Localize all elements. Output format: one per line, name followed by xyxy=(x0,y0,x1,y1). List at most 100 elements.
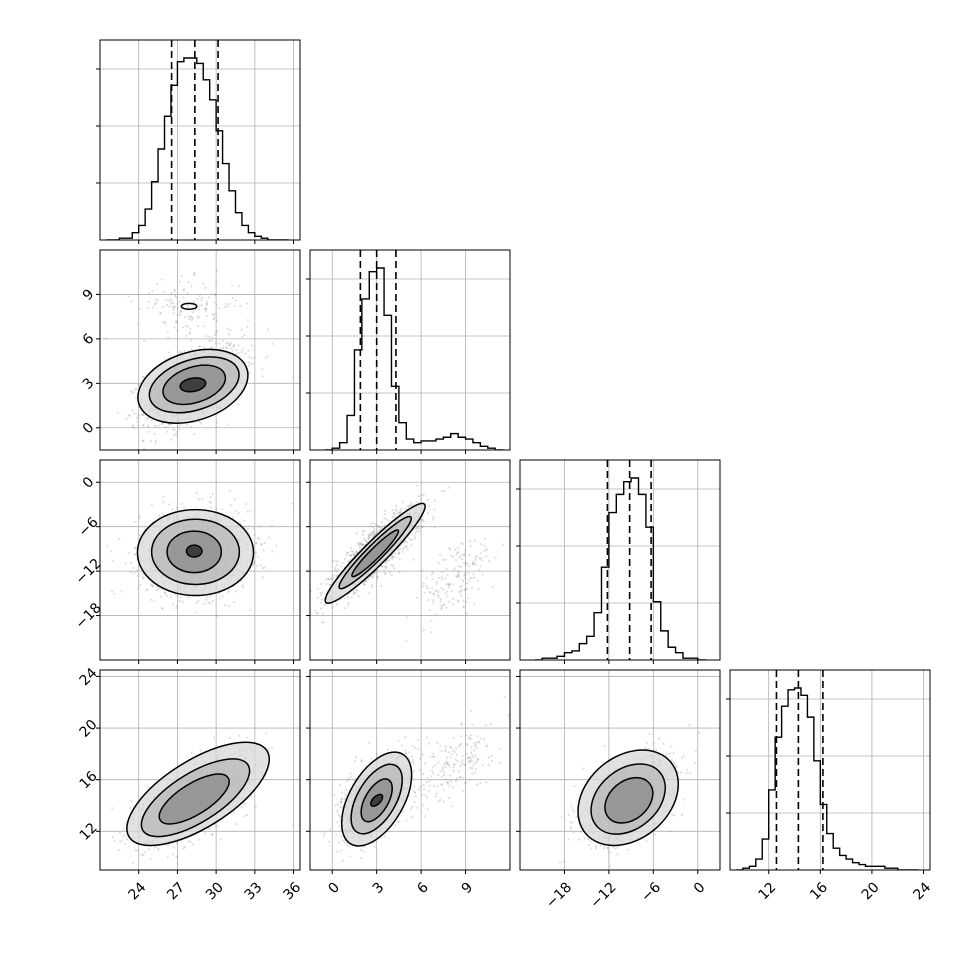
sample-point xyxy=(172,434,176,437)
sample-point xyxy=(479,557,483,560)
sample-point xyxy=(238,284,241,287)
sample-point xyxy=(417,524,421,528)
sample-point xyxy=(415,596,419,599)
sample-point xyxy=(420,525,423,528)
sample-point xyxy=(228,604,231,608)
sample-point xyxy=(251,362,254,365)
sample-point xyxy=(211,336,214,339)
sample-point xyxy=(484,555,488,558)
sample-point xyxy=(349,555,352,558)
sample-point xyxy=(365,540,368,543)
sample-point xyxy=(405,545,408,548)
sample-point xyxy=(373,533,376,536)
sample-point xyxy=(175,296,178,299)
sample-point xyxy=(401,547,404,550)
sample-point xyxy=(468,554,471,557)
sample-point xyxy=(430,573,433,576)
sample-point xyxy=(145,588,148,592)
sample-point xyxy=(463,554,466,558)
sample-point xyxy=(210,292,213,295)
sample-point xyxy=(137,323,140,326)
sample-point xyxy=(473,603,476,606)
sample-point xyxy=(445,606,448,609)
sample-point xyxy=(226,305,229,308)
sample-point xyxy=(143,851,146,854)
sample-point xyxy=(113,839,116,842)
sample-point xyxy=(221,347,224,350)
sample-point xyxy=(179,310,182,313)
sample-point xyxy=(404,545,407,548)
sample-point xyxy=(154,298,157,301)
sample-point xyxy=(263,566,266,569)
sample-point xyxy=(228,329,232,332)
sample-point xyxy=(106,545,109,548)
sample-point xyxy=(170,302,173,305)
contour-line xyxy=(179,377,207,393)
sample-point xyxy=(457,546,460,550)
sample-point xyxy=(183,846,186,849)
sample-point xyxy=(168,299,171,302)
sample-point xyxy=(208,501,211,504)
sample-point xyxy=(135,387,138,390)
sample-point xyxy=(147,424,150,427)
sample-point xyxy=(335,570,338,573)
sample-point xyxy=(391,555,394,558)
sample-point xyxy=(352,593,355,596)
sample-point xyxy=(466,561,469,565)
sample-point xyxy=(193,433,196,436)
sample-point xyxy=(426,587,429,590)
sample-point xyxy=(172,846,175,849)
sample-point xyxy=(399,510,402,513)
sample-point xyxy=(166,303,169,307)
sample-point xyxy=(369,534,372,537)
sample-point xyxy=(433,526,436,529)
sample-point xyxy=(352,590,355,593)
sample-point xyxy=(330,577,333,580)
sample-point xyxy=(152,306,155,309)
sample-point xyxy=(134,388,137,391)
sample-point xyxy=(360,543,363,546)
sample-point xyxy=(249,362,252,366)
sample-point xyxy=(142,577,145,580)
sample-point xyxy=(247,364,250,368)
sample-point xyxy=(475,555,478,558)
sample-point xyxy=(164,322,167,325)
sample-point xyxy=(422,629,425,632)
sample-point xyxy=(231,349,234,352)
sample-point xyxy=(453,567,456,570)
sample-point xyxy=(347,601,350,605)
sample-point xyxy=(440,586,443,590)
contour-line xyxy=(136,508,255,597)
sample-point xyxy=(132,424,135,427)
sample-point xyxy=(457,600,460,603)
sample-point xyxy=(314,609,317,612)
sample-point xyxy=(316,596,319,599)
sample-point xyxy=(455,559,458,562)
sample-point xyxy=(133,547,136,550)
sample-point xyxy=(204,832,207,835)
sample-point xyxy=(370,533,373,536)
sample-point xyxy=(137,414,140,417)
sample-point xyxy=(241,584,244,587)
sample-point xyxy=(241,335,244,338)
sample-point xyxy=(440,606,443,609)
sample-point xyxy=(235,823,238,826)
sample-point xyxy=(172,302,175,305)
sample-point xyxy=(138,517,141,520)
sample-point xyxy=(160,278,163,281)
sample-point xyxy=(205,302,208,305)
sample-point xyxy=(352,553,356,556)
sample-point xyxy=(362,582,365,585)
sample-point xyxy=(169,423,172,426)
sample-point xyxy=(171,306,174,309)
sample-point xyxy=(181,600,184,603)
sample-point xyxy=(176,307,179,310)
sample-point xyxy=(153,424,156,428)
sample-point xyxy=(442,604,445,607)
sample-point xyxy=(178,350,181,353)
sample-point xyxy=(457,574,460,577)
sample-point xyxy=(387,519,390,522)
sample-point xyxy=(211,312,214,316)
sample-point xyxy=(354,551,358,554)
